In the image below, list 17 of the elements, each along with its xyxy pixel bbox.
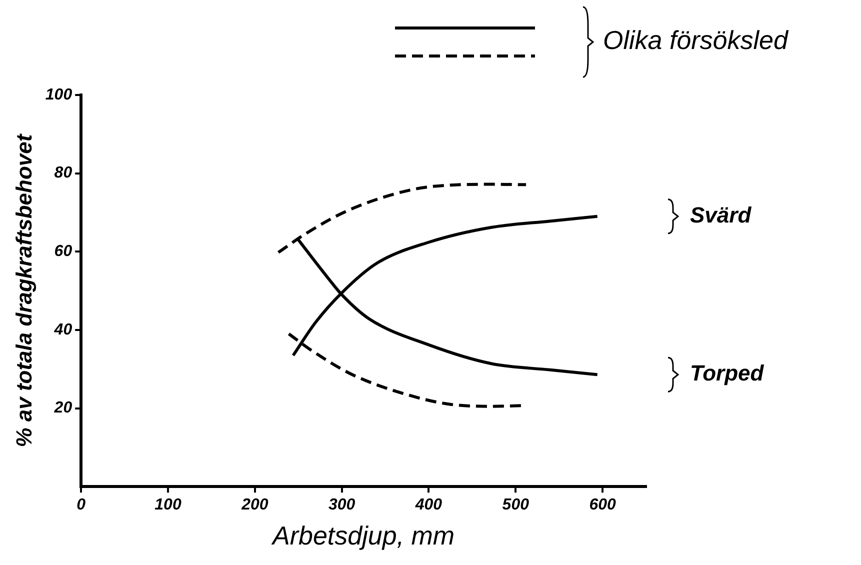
y-tick-label: 60: [54, 243, 72, 260]
x-tick-label: 100: [154, 496, 182, 514]
x-tick-label: 400: [414, 496, 442, 514]
x-tick-label: 200: [240, 496, 268, 514]
x-tick-label: 300: [328, 496, 356, 514]
y-tick-label: 100: [45, 86, 72, 104]
legend-title: Olika försöksled: [603, 25, 790, 56]
y-axis-title: % av totala dragkraftsbehovet: [11, 132, 36, 448]
x-tick-label: 500: [502, 496, 530, 514]
x-tick-label: 600: [589, 496, 616, 514]
x-axis-title: Arbetsdjup, mm: [270, 520, 455, 551]
y-tick-label: 80: [54, 164, 72, 182]
y-tick-label: 20: [53, 400, 72, 417]
legend-label: Svärd: [690, 202, 752, 228]
y-tick-label: 40: [53, 321, 72, 338]
legend-label: Torped: [690, 360, 764, 386]
x-tick-label: 0: [76, 496, 86, 514]
